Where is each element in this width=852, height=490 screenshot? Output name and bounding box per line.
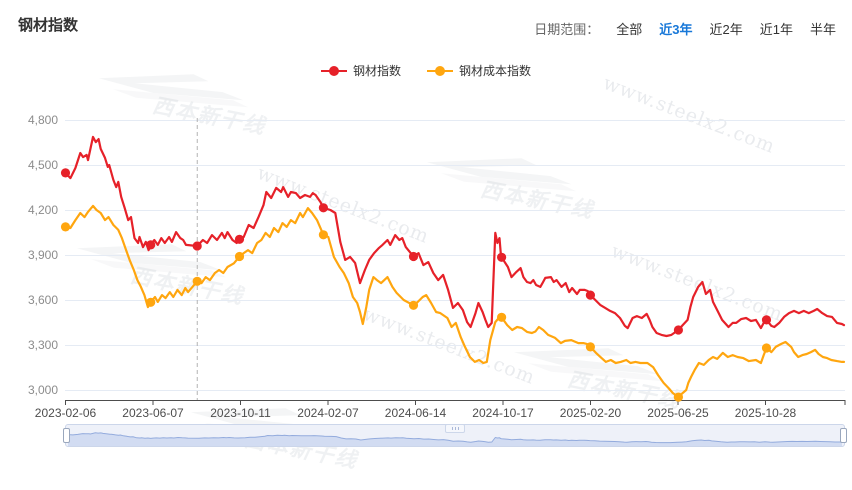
brand-logo-watermark: 西本新干线 [88, 52, 287, 151]
steel-index-line[interactable] [64, 135, 846, 338]
legend-marker-icon [320, 65, 347, 76]
y-tick-label: 3,600 [27, 293, 58, 307]
train-swoosh-icon [98, 74, 249, 108]
legend-label: 钢材成本指数 [459, 64, 532, 78]
chart-legend: 钢材指数 钢材成本指数 [0, 62, 852, 79]
y-tick-label: 4,800 [27, 113, 58, 127]
train-swoosh-icon [426, 158, 577, 192]
brand-logo-watermark: 西本新干线 [416, 136, 615, 235]
x-axis [65, 400, 846, 405]
page-title: 钢材指数 [18, 17, 79, 34]
datazoom-left-handle[interactable] [63, 428, 70, 443]
x-tick-label: 2025-06-25 [647, 406, 709, 420]
train-swoosh-icon [76, 244, 227, 278]
datazoom-grip[interactable] [445, 424, 465, 433]
date-range-option-全部[interactable]: 全部 [616, 22, 643, 37]
datazoom-right-handle[interactable] [840, 428, 847, 443]
date-range-option-近2年[interactable]: 近2年 [709, 22, 743, 37]
brand-logo-watermark: 西本新干线 [66, 222, 265, 321]
x-tick-label: 2025-10-28 [734, 406, 797, 420]
steel-cost-markers[interactable] [60, 222, 772, 402]
datazoom-slider[interactable] [63, 424, 847, 447]
legend-label: 钢材指数 [352, 64, 401, 78]
y-tick-label: 4,200 [27, 203, 58, 217]
steel-index-markers[interactable] [60, 168, 772, 335]
x-tick-label: 2024-10-17 [472, 406, 534, 420]
x-tick-label: 2024-06-14 [384, 406, 447, 420]
date-range-option-近3年[interactable]: 近3年 [659, 22, 693, 37]
y-tick-label: 3,300 [27, 338, 58, 352]
legend-item-steel-cost-index[interactable]: 钢材成本指数 [427, 62, 531, 79]
x-tick-label: 2025-02-20 [559, 406, 622, 420]
legend-item-steel-index[interactable]: 钢材指数 [320, 62, 401, 79]
x-tick-label: 2024-02-07 [297, 406, 359, 420]
legend-marker-icon [427, 65, 453, 76]
date-range-option-近1年[interactable]: 近1年 [759, 22, 793, 37]
y-tick-label: 3,000 [27, 383, 58, 397]
steel-cost-line[interactable] [64, 204, 846, 399]
date-range-option-半年[interactable]: 半年 [809, 22, 836, 37]
datazoom-mini-chart [67, 432, 843, 446]
x-tick-label: 2023-10-11 [210, 406, 271, 420]
x-tick-label: 2023-06-07 [122, 406, 184, 420]
train-swoosh-icon [513, 348, 664, 382]
date-range-selector: 日期范围： 全部 近3年 近2年 近1年 半年 [534, 19, 836, 38]
chart-canvas[interactable] [0, 0, 852, 458]
x-tick-label: 2023-02-06 [34, 406, 97, 420]
y-tick-label: 3,900 [27, 248, 58, 262]
y-tick-label: 4,500 [27, 158, 58, 172]
brand-logo-watermark: 西本新干线 [503, 326, 702, 425]
date-range-label: 日期范围： [534, 22, 600, 37]
gridlines [65, 120, 845, 391]
